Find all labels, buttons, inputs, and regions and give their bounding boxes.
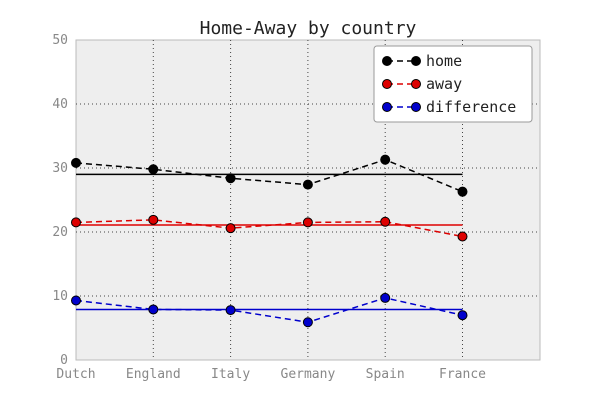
legend-marker: [411, 79, 421, 89]
difference-point: [302, 317, 313, 328]
home-point: [380, 154, 391, 165]
away-point: [302, 217, 313, 228]
x-tick-label: Spain: [366, 367, 405, 382]
chart-title: Home-Away by country: [200, 18, 417, 39]
difference-point: [380, 292, 391, 303]
x-tick-label: Germany: [281, 367, 336, 382]
x-axis: Dutch England Italy Germany Spain France: [56, 367, 486, 382]
legend-label: difference: [426, 98, 516, 116]
legend-marker: [411, 56, 421, 66]
y-tick-label: 30: [52, 161, 68, 176]
away-point: [457, 231, 468, 242]
x-tick-label: Dutch: [56, 367, 95, 382]
y-tick-label: 10: [52, 289, 68, 304]
y-tick-label: 50: [52, 33, 68, 48]
home-point: [457, 186, 468, 197]
y-tick-label: 40: [52, 97, 68, 112]
difference-point: [225, 305, 236, 316]
legend-item-difference: difference: [382, 98, 516, 116]
legend-item-away: away: [382, 75, 462, 93]
away-point: [71, 217, 81, 228]
legend-marker: [382, 102, 392, 112]
home-point: [148, 164, 159, 175]
x-tick-label: Italy: [211, 367, 250, 382]
away-point: [380, 216, 391, 227]
y-tick-label: 0: [60, 353, 68, 368]
legend-marker: [382, 56, 392, 66]
series-home: [71, 154, 468, 197]
legend-marker: [411, 102, 421, 112]
y-tick-label: 20: [52, 225, 68, 240]
home-point: [71, 157, 81, 168]
difference-line: [75, 297, 463, 324]
grid: [76, 40, 540, 360]
home-point: [302, 179, 313, 190]
away-point: [148, 214, 159, 225]
away-line: [75, 219, 463, 238]
y-axis: 0 10 20 30 40 50: [52, 33, 68, 368]
series-layer: [71, 154, 468, 328]
legend: home away difference: [373, 45, 533, 123]
series-difference: [71, 292, 468, 328]
away-point: [225, 223, 236, 234]
x-tick-label: France: [439, 367, 486, 382]
x-tick-label: England: [126, 367, 181, 382]
home-line: [75, 158, 463, 193]
legend-marker: [382, 79, 392, 89]
difference-point: [148, 304, 159, 315]
legend-label: away: [426, 75, 462, 93]
legend-label: home: [426, 52, 462, 70]
home-point: [225, 173, 236, 184]
difference-point: [457, 310, 468, 321]
legend-item-home: home: [382, 52, 462, 70]
series-away: [71, 214, 468, 242]
difference-point: [71, 295, 81, 306]
